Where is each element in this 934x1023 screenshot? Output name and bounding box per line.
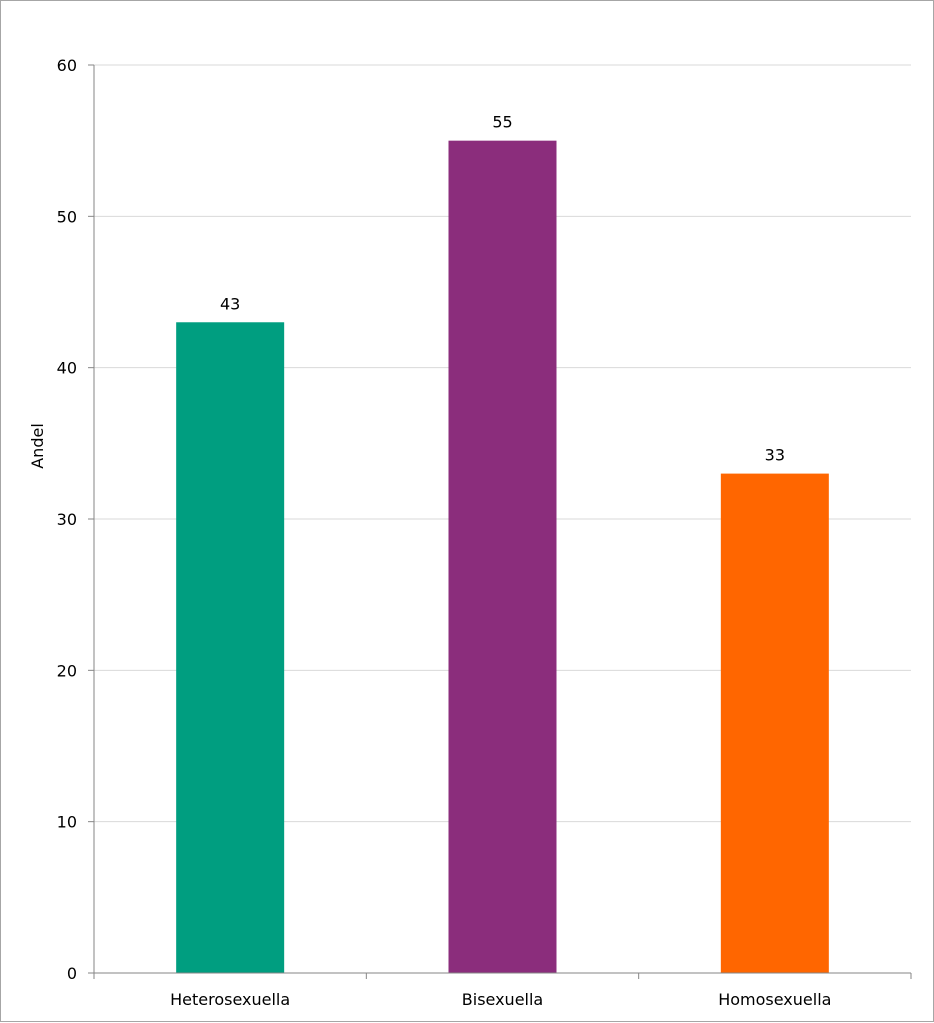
x-category-label: Homosexuella [718,990,831,1009]
bar-heterosexuella [176,322,285,973]
y-tick-label: 0 [67,964,77,983]
x-category-label: Bisexuella [462,990,543,1009]
bars [176,140,829,973]
y-tick-label: 20 [57,661,77,680]
y-tick-label: 30 [57,510,77,529]
y-tick-label: 50 [57,207,77,226]
y-axis-title: Andel [28,423,47,469]
bar-bisexuella [448,140,557,973]
y-tick-label: 10 [57,813,77,832]
data-label: 55 [492,113,512,132]
data-label: 33 [765,446,785,465]
data-label: 43 [220,294,240,313]
bar-homosexuella [720,473,829,973]
y-tick-label: 60 [57,56,77,75]
y-tick-label: 40 [57,359,77,378]
labels: 0 10 20 30 40 50 60 43 Heterosexuella 55 Bisexuell… [57,56,832,1009]
axes [88,64,912,979]
x-category-label: Heterosexuella [170,990,290,1009]
